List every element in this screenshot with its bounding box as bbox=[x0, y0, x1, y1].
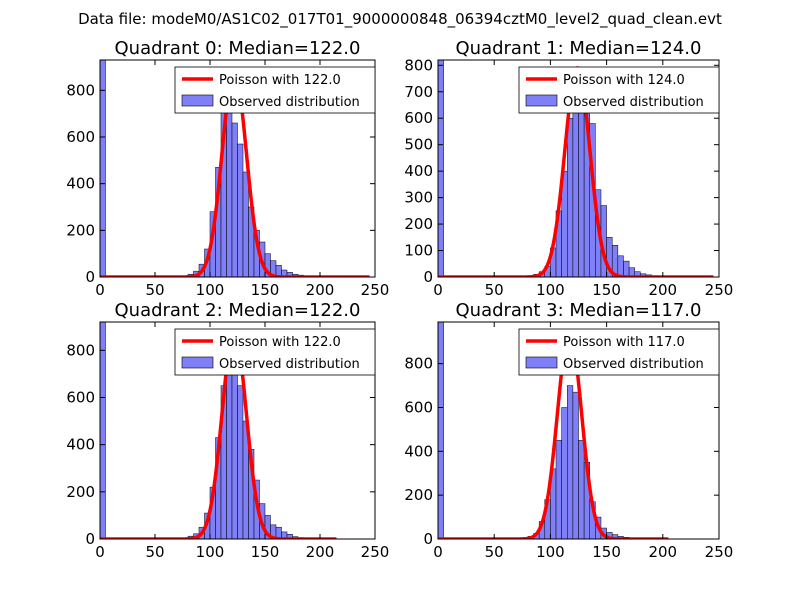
quadrant-0-bar bbox=[232, 123, 238, 277]
quadrant-3-xtick-label: 50 bbox=[485, 543, 504, 561]
quadrant-1-xtick-label: 50 bbox=[485, 281, 504, 299]
quadrant-0-bar bbox=[100, 60, 106, 277]
quadrant-3-xtick-label: 0 bbox=[433, 543, 443, 561]
quadrant-3-bar bbox=[438, 322, 444, 539]
quadrant-2-bar bbox=[227, 350, 233, 539]
quadrant-1-legend-hist-label: Observed distribution bbox=[563, 95, 704, 110]
quadrant-2-xtick-label: 150 bbox=[251, 543, 280, 561]
quadrant-2-xtick-label: 50 bbox=[145, 543, 164, 561]
quadrant-3-ytick-label: 200 bbox=[404, 486, 433, 504]
quadrant-2-title: Quadrant 2: Median=122.0 bbox=[115, 300, 361, 321]
quadrant-1-ytick-label: 0 bbox=[423, 268, 433, 286]
quadrant-2-bar bbox=[100, 322, 106, 539]
quadrant-0-legend-hist-label: Observed distribution bbox=[219, 95, 360, 110]
quadrant-0-ytick-label: 200 bbox=[66, 221, 95, 239]
quadrant-3-bar bbox=[562, 407, 568, 539]
quadrant-3-legend-hist-label: Observed distribution bbox=[563, 357, 704, 372]
quadrant-0-xtick-label: 250 bbox=[361, 281, 390, 299]
quadrant-0-title: Quadrant 0: Median=122.0 bbox=[115, 38, 361, 59]
quadrant-2-ytick-label: 400 bbox=[66, 436, 95, 454]
quadrant-0-bar bbox=[243, 172, 249, 277]
quadrant-1-bar bbox=[623, 261, 629, 277]
quadrant-3-ytick-label: 0 bbox=[423, 530, 433, 548]
quadrant-2-ytick-label: 600 bbox=[66, 388, 95, 406]
quadrant-1-xtick-label: 100 bbox=[536, 281, 565, 299]
quadrant-2-ytick-label: 800 bbox=[66, 341, 95, 359]
quadrant-0-bar bbox=[227, 107, 233, 277]
quadrant-2-axes: Quadrant 2: Median=122.0 0 50 100 150 200 250 0… bbox=[66, 300, 389, 561]
quadrant-0-legend-hist-swatch bbox=[182, 95, 213, 106]
quadrant-1-bar bbox=[573, 92, 579, 277]
quadrant-2-bar bbox=[232, 360, 238, 539]
quadrant-3-xtick-label: 200 bbox=[648, 543, 677, 561]
quadrant-2-xtick-label: 200 bbox=[306, 543, 335, 561]
quadrant-1-legend: Poisson with 124.0 Observed distribution bbox=[519, 67, 719, 113]
quadrant-0-xtick-label: 200 bbox=[306, 281, 335, 299]
quadrant-3-bar bbox=[556, 440, 562, 539]
quadrant-3-xtick-label: 100 bbox=[536, 543, 565, 561]
quadrant-2-ytick-label: 200 bbox=[66, 483, 95, 501]
quadrant-1-ytick-label: 600 bbox=[404, 109, 433, 127]
quadrant-1-ytick-label: 300 bbox=[404, 189, 433, 207]
quadrant-1-xtick-label: 0 bbox=[433, 281, 443, 299]
quadrant-3-xtick-label: 150 bbox=[592, 543, 621, 561]
quadrant-1-ytick-label: 500 bbox=[404, 136, 433, 154]
quadrant-2-legend-poisson-label: Poisson with 122.0 bbox=[219, 335, 341, 350]
quadrant-3-axes: Quadrant 3: Median=117.0 0 50 100 150 200 250 0… bbox=[404, 300, 733, 561]
quadrant-2-ytick-label: 0 bbox=[85, 530, 95, 548]
quadrant-1-bar bbox=[567, 118, 573, 277]
quadrant-2-xtick-label: 0 bbox=[95, 543, 105, 561]
quadrant-3-legend-poisson-label: Poisson with 117.0 bbox=[563, 335, 685, 350]
quadrant-0-legend-poisson-label: Poisson with 122.0 bbox=[219, 73, 341, 88]
quadrant-1-bar bbox=[438, 60, 444, 277]
quadrant-0-xtick-label: 0 bbox=[95, 281, 105, 299]
quadrant-3-legend: Poisson with 117.0 Observed distribution bbox=[519, 329, 719, 375]
quadrant-0-ytick-label: 0 bbox=[85, 268, 95, 286]
quadrant-1-legend-poisson-label: Poisson with 124.0 bbox=[563, 73, 685, 88]
quadrant-3-bar bbox=[567, 386, 573, 539]
quadrant-0-ytick-label: 800 bbox=[66, 81, 95, 99]
quadrant-2-xtick-label: 100 bbox=[196, 543, 225, 561]
quadrant-0-xtick-label: 150 bbox=[251, 281, 280, 299]
quadrant-1-ytick-label: 700 bbox=[404, 83, 433, 101]
quadrant-1-xtick-label: 150 bbox=[592, 281, 621, 299]
quadrant-1-title: Quadrant 1: Median=124.0 bbox=[456, 38, 702, 59]
quadrant-0-axes: Quadrant 0: Median=122.0 0 50 100 150 200 250 0… bbox=[66, 38, 389, 299]
quadrant-3-bar bbox=[573, 392, 579, 539]
quadrant-2-xtick-label: 250 bbox=[361, 543, 390, 561]
quadrant-3-xtick-label: 250 bbox=[705, 543, 734, 561]
quadrant-1-ytick-label: 200 bbox=[404, 215, 433, 233]
quadrant-0-ytick-label: 400 bbox=[66, 175, 95, 193]
quadrant-2-legend-hist-swatch bbox=[182, 357, 213, 368]
quadrant-2-bar bbox=[238, 386, 244, 539]
quadrant-0-xtick-label: 50 bbox=[145, 281, 164, 299]
quadrant-1-xtick-label: 200 bbox=[648, 281, 677, 299]
quadrant-0-legend: Poisson with 122.0 Observed distribution bbox=[175, 67, 375, 113]
quadrant-1-ytick-label: 100 bbox=[404, 242, 433, 260]
quadrant-3-title: Quadrant 3: Median=117.0 bbox=[456, 300, 702, 321]
figure-suptitle: Data file: modeM0/AS1C02_017T01_90000008… bbox=[78, 10, 722, 29]
quadrant-3-bar bbox=[579, 440, 585, 539]
quadrant-3-ytick-label: 600 bbox=[404, 398, 433, 416]
quadrant-0-xtick-label: 100 bbox=[196, 281, 225, 299]
quadrant-1-ytick-label: 400 bbox=[404, 162, 433, 180]
quadrant-2-legend: Poisson with 122.0 Observed distribution bbox=[175, 329, 375, 375]
quadrant-3-ytick-label: 800 bbox=[404, 355, 433, 373]
quadrant-1-axes: Quadrant 1: Median=124.0 0 50 100 150 200 250 0… bbox=[404, 38, 733, 299]
quadrant-1-ytick-label: 800 bbox=[404, 56, 433, 74]
quadrant-1-legend-hist-swatch bbox=[526, 95, 557, 106]
quadrant-0-ytick-label: 600 bbox=[66, 128, 95, 146]
quadrant-3-legend-hist-swatch bbox=[526, 357, 557, 368]
quadrant-1-bar bbox=[618, 256, 624, 277]
quadrant-0-bar bbox=[238, 144, 244, 277]
quadrant-2-legend-hist-label: Observed distribution bbox=[219, 357, 360, 372]
quadrant-3-ytick-label: 400 bbox=[404, 442, 433, 460]
quadrant-1-xtick-label: 250 bbox=[705, 281, 734, 299]
